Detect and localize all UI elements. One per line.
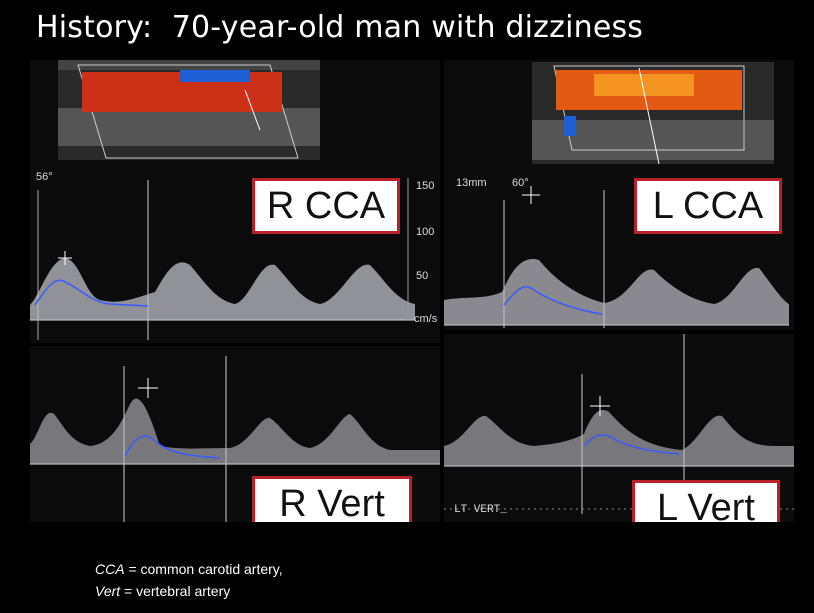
- footnote-cca-abbr: CCA: [95, 561, 125, 577]
- r-cca-angle: 56°: [36, 171, 53, 183]
- r-vert-panel: R Vert: [30, 346, 440, 522]
- r-cca-scale-100: 100: [416, 226, 435, 238]
- r-cca-label: R CCA: [252, 178, 400, 234]
- l-cca-label: L CCA: [634, 178, 782, 234]
- r-cca-scale-150: 150: [416, 180, 435, 192]
- l-vert-ultrasound-image: [444, 334, 794, 514]
- slide-title: History: 70-year-old man with dizziness: [36, 10, 644, 45]
- l-cca-panel: 13mm 60° L CCA: [444, 60, 794, 330]
- r-vert-label: R Vert: [252, 476, 412, 522]
- l-vert-panel: LT VERT_ L Vert: [444, 334, 794, 522]
- l-vert-tag: LT VERT_: [454, 504, 507, 516]
- r-cca-ultrasound-image: [30, 60, 415, 340]
- l-cca-depth: 13mm: [456, 177, 487, 189]
- footnote: CCA = common carotid artery, Vert = vert…: [95, 558, 283, 602]
- footnote-vert-def: = vertebral artery: [120, 583, 231, 599]
- l-cca-angle: 60°: [512, 177, 529, 189]
- r-cca-panel: 56° 150 100 50 cm/s R CCA: [30, 60, 440, 343]
- footnote-cca-def: = common carotid artery,: [124, 561, 283, 577]
- r-cca-scale-50: 50: [416, 270, 429, 282]
- l-vert-label: L Vert: [632, 480, 780, 522]
- r-cca-scale-unit: cm/s: [414, 313, 438, 325]
- l-cca-ultrasound-image: [444, 62, 789, 328]
- r-vert-ultrasound-image: [30, 356, 440, 522]
- footnote-vert-abbr: Vert: [95, 583, 121, 599]
